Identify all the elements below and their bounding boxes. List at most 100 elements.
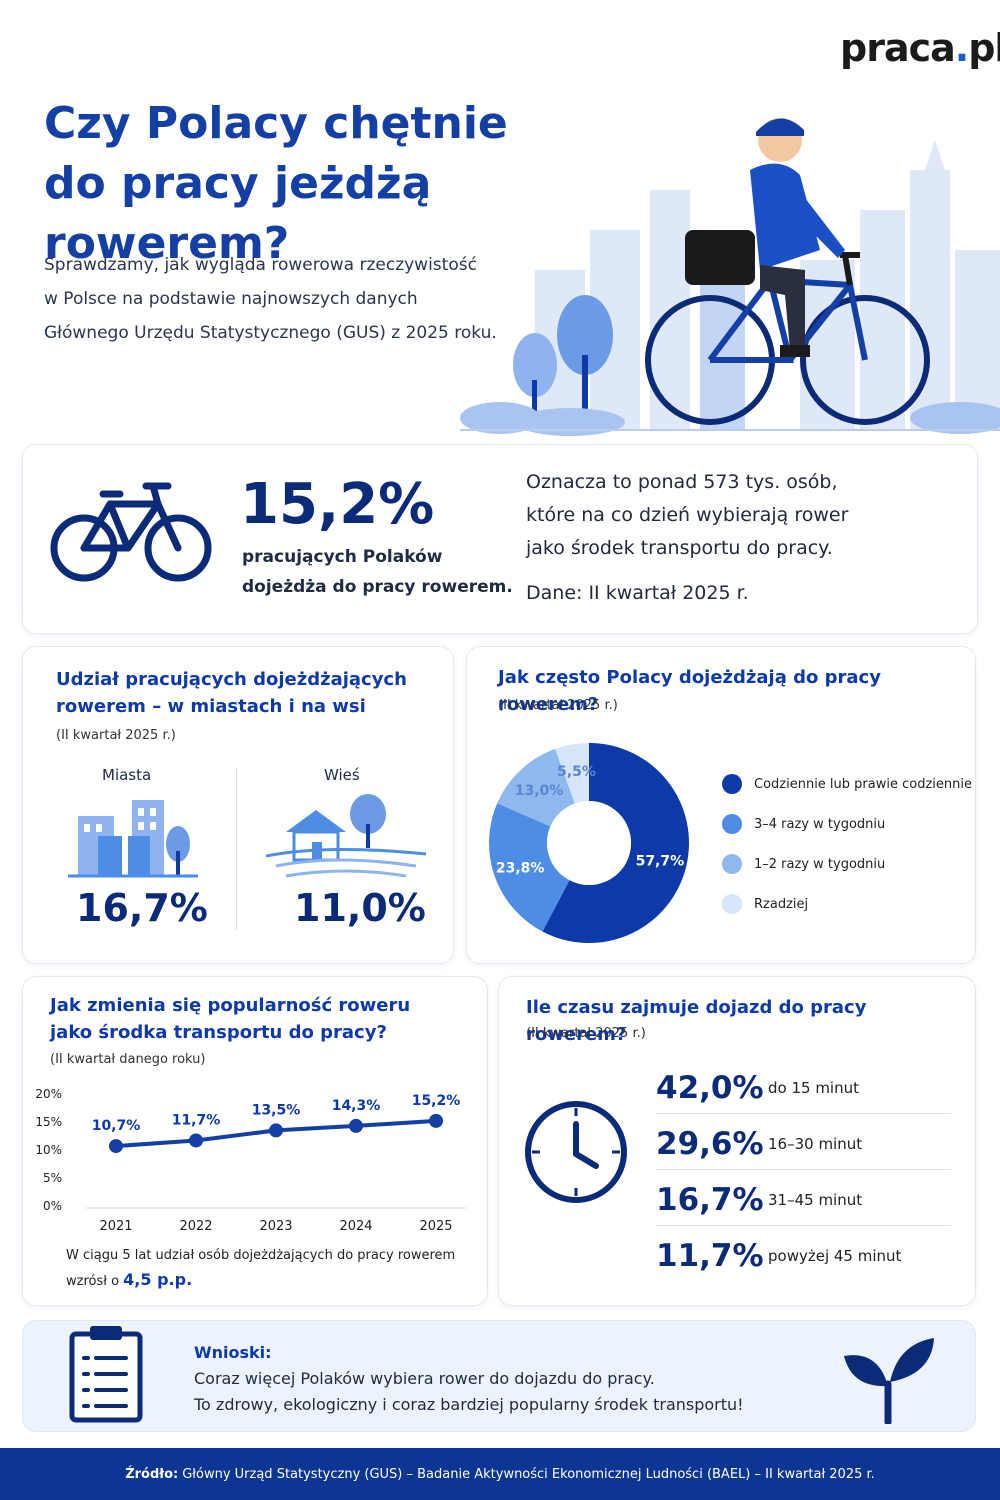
headline-note-date: Dane: II kwartał 2025 r. bbox=[526, 582, 749, 604]
commute-row-pct: 29,6% bbox=[656, 1125, 764, 1162]
commute-row-label: do 15 minut bbox=[768, 1078, 859, 1097]
commute-rows: 42,0% do 15 minut 29,6% 16–30 minut 16,7% 31–… bbox=[498, 1062, 976, 1292]
x-tick-label: 2024 bbox=[339, 1219, 372, 1234]
city-village-title: Udział pracujących dojeżdżających rowere… bbox=[56, 666, 436, 720]
legend-item: 1–2 razy w tygodniu bbox=[722, 844, 972, 884]
footer-text: Główny Urząd Statystyczny (GUS) – Badani… bbox=[182, 1466, 875, 1482]
x-tick-label: 2022 bbox=[179, 1219, 212, 1234]
headline-card bbox=[22, 444, 978, 634]
conclusions-title: Wnioski: bbox=[194, 1343, 272, 1362]
trend-summary-prefix: wzrósł o bbox=[66, 1274, 120, 1289]
frequency-legend: Codziennie lub prawie codziennie 3–4 razy… bbox=[722, 764, 972, 924]
donut-slice bbox=[489, 803, 570, 932]
y-tick-label: 0% bbox=[43, 1199, 62, 1213]
source-footer: Źródło: Główny Urząd Statystyczny (GUS) … bbox=[0, 1448, 1000, 1500]
trend-point bbox=[429, 1113, 443, 1128]
trend-point-label: 15,2% bbox=[412, 1093, 461, 1109]
legend-swatch bbox=[722, 894, 742, 914]
cyclist-city-illustration bbox=[460, 118, 1000, 436]
headline-note-line1: Oznacza to ponad 573 tys. osób, bbox=[526, 471, 838, 493]
commute-row-label: 16–30 minut bbox=[768, 1134, 863, 1153]
legend-label: Codziennie lub prawie codziennie bbox=[754, 776, 972, 792]
trend-subtitle: (II kwartał danego roku) bbox=[50, 1052, 206, 1067]
frequency-subtitle: (II kwartał 2025 r.) bbox=[498, 698, 618, 713]
x-tick-label: 2023 bbox=[259, 1219, 292, 1234]
headline-note-line2: które na co dzień wybierają rower bbox=[526, 504, 849, 526]
footer-label: Źródło: bbox=[125, 1466, 179, 1482]
clock-icon bbox=[525, 1101, 627, 1203]
hero-description: Sprawdzamy, jak wygląda rowerowa rzeczyw… bbox=[44, 248, 564, 350]
donut-slice-label: 5,5% bbox=[557, 764, 596, 780]
trend-title-line2: jako środka transportu do pracy? bbox=[50, 1022, 387, 1043]
conclusions-card bbox=[22, 1320, 976, 1432]
city-village-subtitle: (II kwartał 2025 r.) bbox=[56, 728, 176, 743]
y-tick-label: 5% bbox=[43, 1171, 62, 1185]
donut-hole bbox=[547, 801, 631, 885]
village-value: 11,0% bbox=[294, 886, 426, 930]
y-tick-label: 20% bbox=[35, 1087, 62, 1101]
commute-row-label: powyżej 45 minut bbox=[768, 1247, 902, 1265]
trend-point-label: 13,5% bbox=[252, 1102, 301, 1118]
frequency-title: Jak często Polacy dojeżdżają do pracy ro… bbox=[498, 667, 881, 715]
commute-row-pct: 11,7% bbox=[656, 1238, 764, 1274]
commute-row: 29,6% 16–30 minut bbox=[656, 1118, 951, 1170]
bicycle-icon bbox=[50, 482, 212, 582]
legend-label: 3–4 razy w tygodniu bbox=[754, 816, 886, 832]
donut-slice-label: 57,7% bbox=[636, 853, 685, 869]
city-buildings-icon bbox=[68, 800, 198, 878]
trend-summary-line2: wzrósł o 4,5 p.p. bbox=[66, 1268, 476, 1294]
trend-summary-value: 4,5 p.p. bbox=[123, 1270, 193, 1289]
village-house-icon bbox=[266, 794, 426, 878]
commute-row-pct: 42,0% bbox=[656, 1069, 764, 1106]
city-village-divider bbox=[236, 768, 237, 930]
brand-logo: praca.pl bbox=[840, 26, 1000, 70]
frequency-donut-chart: 57,7% 23,8% 13,0% 5,5% bbox=[489, 743, 689, 943]
commute-title: Ile czasu zajmuje dojazd do pracy rowere… bbox=[526, 997, 867, 1045]
headline-note-line3: jako środek transportu do pracy. bbox=[526, 537, 833, 559]
village-label: Wieś bbox=[324, 766, 360, 784]
hero-title-line2: do pracy jeżdżą rowerem? bbox=[44, 158, 432, 269]
legend-label: Rzadziej bbox=[754, 896, 809, 912]
x-tick-label: 2021 bbox=[99, 1219, 132, 1234]
trend-line-chart: 20% 15% 10% 5% 0% 10,7% 2021 11,7% 2022 13,5% 2023… bbox=[35, 1087, 466, 1234]
commute-subtitle: (II kwartał 2025 r.) bbox=[526, 1026, 646, 1041]
hero-desc-line2: w Polsce na podstawie najnowszych danych bbox=[44, 289, 418, 309]
legend-swatch bbox=[722, 774, 742, 794]
trend-point-label: 11,7% bbox=[172, 1112, 221, 1128]
legend-swatch bbox=[722, 814, 742, 834]
trend-point bbox=[269, 1123, 283, 1138]
tree-icon bbox=[513, 295, 613, 425]
headline-description: pracujących Polaków dojeżdża do pracy ro… bbox=[242, 542, 513, 602]
headline-value: 15,2% bbox=[240, 472, 435, 537]
legend-item: Codziennie lub prawie codziennie bbox=[722, 764, 972, 804]
trend-title: Jak zmienia się popularność roweru jako … bbox=[50, 992, 470, 1046]
trend-summary: W ciągu 5 lat udział osób dojeżdżających… bbox=[66, 1244, 476, 1294]
headline-note: Oznacza to ponad 573 tys. osób, które na… bbox=[526, 466, 966, 610]
y-tick-label: 15% bbox=[35, 1115, 62, 1129]
donut-slice bbox=[542, 743, 689, 943]
donut-slice bbox=[555, 743, 589, 804]
city-village-title-line2: rowerem – w miastach i na wsi bbox=[56, 696, 366, 717]
headline-desc-line2: dojeżdża do pracy rowerem. bbox=[242, 577, 513, 597]
conclusions-text: Wnioski: Coraz więcej Polaków wybiera ro… bbox=[194, 1340, 834, 1418]
logo-tld: pl bbox=[968, 26, 1000, 70]
donut-slice bbox=[497, 748, 575, 827]
headline-desc-line1: pracujących Polaków bbox=[242, 547, 443, 567]
legend-swatch bbox=[722, 854, 742, 874]
city-label: Miasta bbox=[102, 766, 152, 784]
trend-point-label: 10,7% bbox=[92, 1118, 141, 1134]
hero-desc-line3: Głównego Urzędu Statystycznego (GUS) z 2… bbox=[44, 323, 497, 343]
y-tick-label: 10% bbox=[35, 1143, 62, 1157]
trend-point bbox=[189, 1133, 203, 1148]
trend-title-line1: Jak zmienia się popularność roweru bbox=[50, 995, 411, 1016]
commute-row-pct: 16,7% bbox=[656, 1181, 764, 1218]
hero-title: Czy Polacy chętnie do pracy jeżdżą rower… bbox=[44, 94, 644, 274]
hero-title-line1: Czy Polacy chętnie bbox=[44, 98, 508, 149]
commute-row-label: 31–45 minut bbox=[768, 1190, 863, 1209]
leaf-sprout-icon bbox=[844, 1338, 934, 1424]
logo-dot: . bbox=[954, 26, 969, 70]
commute-row: 16,7% 31–45 minut bbox=[656, 1174, 951, 1226]
donut-slice-label: 13,0% bbox=[515, 783, 564, 799]
city-village-title-line1: Udział pracujących dojeżdżających bbox=[56, 669, 407, 690]
conclusions-line1: Coraz więcej Polaków wybiera rower do do… bbox=[194, 1369, 655, 1388]
